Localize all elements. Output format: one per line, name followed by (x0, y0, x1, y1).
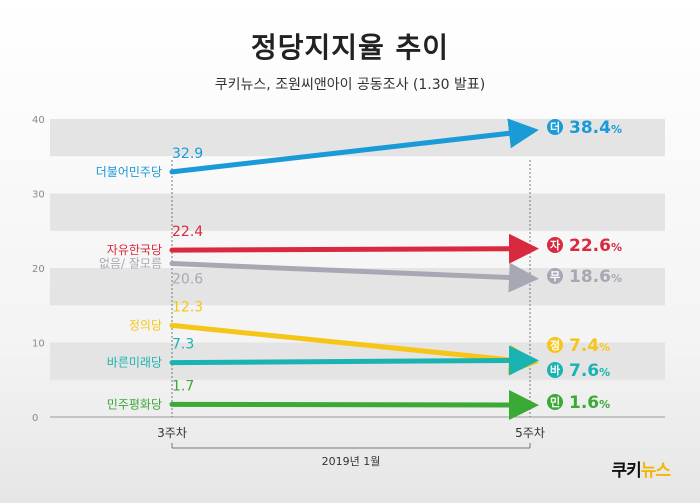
start-value-label: 20.6 (172, 272, 203, 288)
end-value-number: 18.6 (569, 267, 611, 287)
series-badge-text: 바 (550, 363, 561, 377)
period-label: 2019년 1월 (322, 455, 381, 468)
series-badge-text: 무 (550, 270, 560, 283)
series-name-label: 더불어민주당 (96, 165, 162, 179)
grid-band (50, 193, 665, 231)
chart-title: 정당지지율 추이 (250, 31, 450, 64)
end-value-number: 7.4 (569, 336, 599, 356)
series-line-1 (169, 118, 539, 175)
start-value-label: 7.3 (172, 337, 194, 353)
series-line-2 (169, 233, 539, 264)
end-value-label: 7.4% (569, 336, 610, 356)
series-line-5 (169, 345, 539, 376)
end-value-number: 1.6 (569, 393, 599, 413)
end-value-unit: % (611, 241, 622, 254)
end-value-label: 22.6% (569, 236, 622, 256)
series-badge-text: 자 (550, 238, 561, 252)
chart-subtitle: 쿠키뉴스, 조원씨앤아이 공동조사 (1.30 발표) (214, 77, 486, 93)
series-badge (547, 237, 563, 253)
start-value-label: 32.9 (172, 146, 203, 162)
end-value-unit: % (611, 123, 622, 136)
start-value-label: 22.4 (172, 224, 203, 240)
end-value-label: 18.6% (569, 267, 622, 287)
series-badge (547, 268, 563, 284)
end-value-number: 7.6 (569, 361, 599, 381)
end-value-number: 22.6 (569, 236, 611, 256)
end-value-unit: % (599, 398, 610, 411)
y-tick-label: 30 (32, 190, 45, 201)
logo-part1: 쿠키 (611, 461, 641, 481)
end-value-unit: % (599, 366, 610, 379)
end-value-unit: % (611, 272, 622, 285)
logo-part2: 뉴스 (640, 461, 671, 481)
y-tick-label: 10 (32, 339, 45, 350)
end-value-unit: % (599, 341, 610, 354)
series-badge-text: 정 (550, 338, 560, 352)
series-name-label: 없음/ 잘모름 (99, 257, 162, 271)
x-tick-label: 5주차 (515, 426, 545, 440)
series-badge-text: 민 (550, 395, 560, 409)
series-name-label: 민주평화당 (107, 397, 162, 411)
series-line-4 (169, 322, 539, 375)
series-badge (547, 394, 563, 410)
series-name-label: 정의당 (129, 318, 162, 332)
start-value-label: 1.7 (172, 378, 194, 394)
series-name-label: 자유한국당 (107, 243, 162, 257)
end-value-label: 38.4% (569, 118, 622, 138)
end-value-label: 1.6% (569, 393, 610, 413)
series-line-3 (169, 261, 539, 293)
start-value-label: 12.3 (172, 299, 203, 315)
x-tick-label: 3주차 (157, 426, 187, 440)
series-badge (547, 119, 563, 135)
series-badge-text: 더 (550, 120, 560, 134)
end-value-number: 38.4 (569, 118, 611, 138)
y-tick-label: 0 (32, 413, 38, 424)
y-tick-label: 20 (32, 264, 45, 275)
kukinews-logo: 쿠키뉴스 (611, 456, 671, 481)
y-tick-label: 40 (32, 115, 45, 126)
end-value-label: 7.6% (569, 361, 610, 381)
series-badge (547, 362, 563, 378)
series-badge (547, 337, 563, 353)
series-name-label: 바른미래당 (107, 356, 162, 370)
series-line-6 (169, 390, 539, 421)
